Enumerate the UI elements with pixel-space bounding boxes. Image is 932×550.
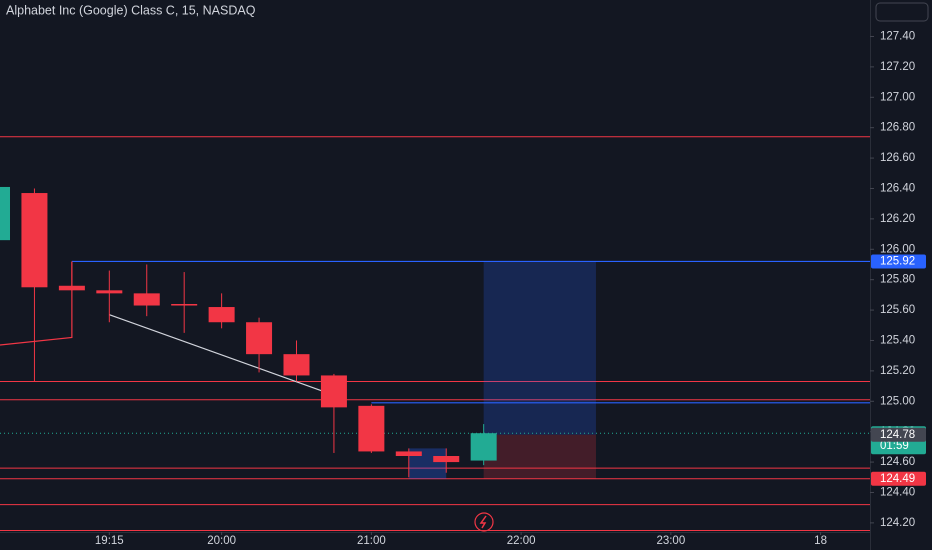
candle-body (96, 290, 123, 294)
candle-body (58, 285, 85, 291)
y-tick-label: 126.20 (880, 213, 915, 225)
candle-body (171, 304, 198, 306)
candle-body (283, 354, 310, 376)
candle-body (0, 186, 11, 241)
price-label: 124.78 (880, 429, 915, 441)
candle-body (470, 433, 497, 461)
y-tick-label: 125.80 (880, 274, 915, 286)
y-tick-label: 125.00 (880, 395, 915, 407)
y-tick-label: 124.60 (880, 456, 915, 468)
chart-title: Alphabet Inc (Google) Class C, 15, NASDA… (6, 3, 256, 17)
y-tick-label: 126.60 (880, 152, 915, 164)
y-tick-label: 125.20 (880, 365, 915, 377)
x-tick-label: 20:00 (207, 535, 236, 547)
candle-body (358, 405, 385, 452)
replay-icon[interactable] (474, 512, 494, 532)
position-profit-zone (483, 261, 596, 435)
candle-body (208, 307, 235, 323)
position-loss-zone (483, 434, 596, 479)
drawn-line (109, 314, 335, 396)
y-tick-label: 126.00 (880, 243, 915, 255)
y-tick-label: 127.20 (880, 61, 915, 73)
candle-body (320, 375, 347, 408)
icon-bolt (479, 515, 487, 529)
candle-body (395, 451, 422, 456)
icon-circle (474, 512, 494, 532)
candle-body (21, 193, 48, 288)
price-label: 125.92 (880, 255, 915, 267)
price-label-bg (871, 427, 926, 442)
y-tick-label: 127.00 (880, 91, 915, 103)
candle-body (133, 293, 160, 306)
settings-button[interactable] (875, 2, 929, 22)
countdown-label: 01:59 (880, 440, 909, 452)
x-tick-label: 18 (814, 535, 827, 547)
y-tick-label: 124.20 (880, 517, 915, 529)
y-tick-label: 125.40 (880, 335, 915, 347)
x-tick-label: 23:00 (656, 535, 685, 547)
price-label-bg (871, 471, 926, 486)
price-label: 124.49 (880, 473, 915, 485)
y-tick-label: 126.40 (880, 183, 915, 195)
plot-area (0, 136, 870, 531)
y-tick-label: 127.40 (880, 31, 915, 43)
price-label-bg (871, 254, 926, 269)
x-tick-label: 21:00 (357, 535, 386, 547)
y-tick-label: 126.80 (880, 122, 915, 134)
y-tick-label: 124.40 (880, 487, 915, 499)
candle-body (433, 456, 460, 463)
candle-body (246, 322, 273, 355)
y-tick-label: 125.60 (880, 304, 915, 316)
x-tick-label: 19:15 (95, 535, 124, 547)
x-tick-label: 22:00 (507, 535, 536, 547)
